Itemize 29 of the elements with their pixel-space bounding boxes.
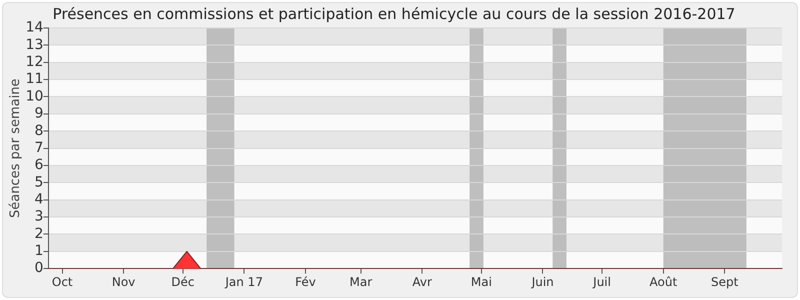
y-tick-label: 5 xyxy=(34,174,44,190)
x-tick-label: Mar xyxy=(350,274,372,289)
x-tick-label: Oct xyxy=(52,274,73,289)
x-tick-label: Avr xyxy=(412,274,432,289)
y-tick-label: 14 xyxy=(26,20,44,36)
x-tick-label: Juin xyxy=(530,274,554,289)
x-tick-label: Août xyxy=(650,274,678,289)
y-tick-label: 7 xyxy=(34,140,44,156)
y-axis-title: Séances par semaine xyxy=(8,78,24,218)
x-tick-label: Juil xyxy=(592,274,611,289)
x-tick-label: Mai xyxy=(470,274,492,289)
y-tick-label: 9 xyxy=(34,106,44,122)
y-tick-label: 8 xyxy=(34,122,44,139)
y-tick-label: 13 xyxy=(26,36,44,53)
y-tick-label: 6 xyxy=(34,157,44,174)
y-tick-label: 11 xyxy=(26,71,44,88)
y-tick-label: 2 xyxy=(34,226,44,242)
chart-title: Présences en commissions et participation en hémicycle au cours de la session 2016-2017 xyxy=(52,4,736,23)
y-tick-label: 1 xyxy=(34,243,44,260)
y-tick-label: 4 xyxy=(34,192,44,208)
y-tick-label: 10 xyxy=(26,88,44,104)
y-tick-label: 12 xyxy=(26,54,44,70)
x-tick-label: Nov xyxy=(112,274,136,289)
y-tick-label: 3 xyxy=(34,208,44,225)
x-tick-label: Fév xyxy=(295,274,316,289)
x-tick-label: Déc xyxy=(171,274,194,289)
y-tick-label: 0 xyxy=(34,260,44,276)
x-tick-label: Sept xyxy=(710,274,739,289)
x-tick-label: Jan 17 xyxy=(224,274,263,289)
